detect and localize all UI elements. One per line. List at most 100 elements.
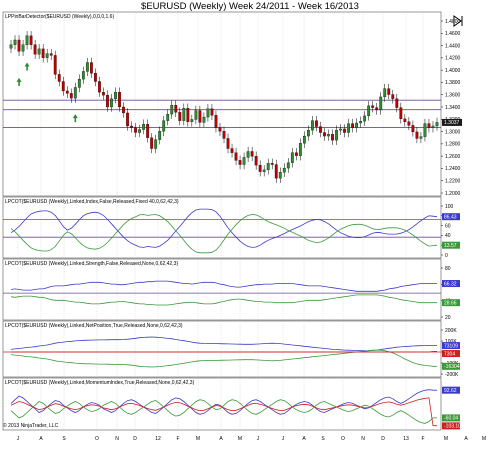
candle-down: [65, 90, 69, 94]
y-tick-label: 1.2400: [445, 166, 461, 172]
x-axis-label: M: [196, 436, 200, 442]
candle-up: [246, 151, 250, 158]
candle-up: [25, 35, 29, 45]
candle-down: [387, 88, 391, 95]
pinbar-arrow-up-icon: [24, 62, 30, 71]
y-tick-label: 1.2200: [445, 179, 461, 185]
x-axis-label: M: [482, 436, 486, 442]
candle-down: [226, 138, 230, 149]
panel-title: LPCOT($EURUSD (Weekly),Linked,Index,Fals…: [5, 199, 179, 205]
chart-title: $EURUSD (Weekly) Week 24/2011 - Week 16/…: [141, 1, 359, 12]
candle-down: [98, 81, 101, 93]
series-value-marker: [442, 342, 460, 350]
candle-up: [182, 108, 186, 121]
candle-down: [319, 126, 322, 133]
y-tick-label: 1.4600: [445, 31, 461, 37]
series-value-marker: [442, 414, 460, 422]
y-tick-label: 1.2800: [445, 142, 461, 148]
candle-down: [29, 35, 33, 45]
candle-down: [118, 92, 121, 108]
x-axis-label: A: [39, 436, 43, 442]
candle-up: [327, 134, 330, 137]
candle-up: [419, 136, 423, 139]
candle-up: [339, 128, 342, 131]
candle-down: [391, 94, 395, 99]
candle-down: [102, 92, 105, 96]
candle-up: [335, 129, 338, 141]
candle-up: [21, 44, 25, 52]
y-tick-label: 1.3000: [445, 129, 461, 135]
candle-up: [9, 44, 13, 49]
series-line-red: [10, 397, 437, 427]
candle-up: [302, 135, 306, 144]
candle-up: [379, 96, 383, 111]
candle-up: [170, 105, 174, 115]
x-axis-label: D: [381, 436, 385, 442]
x-axis-label: O: [341, 436, 345, 442]
panel-3: LPCOT($EURUSD (Weekly),Linked,Strength,F…: [2, 258, 460, 321]
series-line-green: [10, 349, 437, 368]
candle-down: [315, 120, 318, 127]
candle-up: [359, 121, 363, 124]
y-tick-label: 60: [445, 223, 451, 229]
last-price-marker: [442, 118, 462, 126]
candle-down: [407, 121, 411, 126]
x-axis-label: D: [133, 436, 137, 442]
candle-up: [110, 98, 113, 108]
candle-down: [411, 125, 415, 133]
candle-down: [218, 127, 222, 132]
candle-down: [130, 125, 133, 128]
series-line-blue: [10, 389, 437, 415]
candle-up: [363, 115, 367, 122]
x-axis-label: N: [115, 436, 119, 442]
candle-down: [106, 94, 109, 108]
series-line-green: [10, 399, 437, 424]
collapse-panel-icon[interactable]: [451, 14, 464, 28]
series-value-marker: [442, 280, 460, 288]
candle-down: [122, 106, 125, 114]
pinbar-arrow-up-icon: [16, 77, 22, 86]
candle-down: [94, 73, 97, 82]
candle-down: [274, 164, 278, 179]
candle-down: [178, 112, 182, 121]
series-line-green: [10, 214, 438, 254]
panel-title: LPPinBarDetector($EURUSD (Weekly),0,0,0,…: [5, 14, 114, 20]
series-value-label: 73109: [444, 343, 458, 349]
candle-down: [17, 39, 21, 52]
x-axis-label: J: [282, 436, 285, 442]
candle-up: [190, 119, 194, 122]
candle-down: [126, 112, 129, 127]
candle-up: [81, 71, 85, 80]
candle-up: [431, 125, 435, 128]
series-value-marker: [442, 241, 460, 249]
candle-up: [286, 162, 290, 169]
candle-down: [53, 55, 57, 75]
series-value-label: 7304: [444, 351, 455, 357]
series-value-label: 92.62: [444, 388, 457, 394]
candle-up: [423, 123, 427, 137]
candle-down: [33, 44, 37, 55]
candle-up: [306, 129, 310, 137]
x-axis-label: F: [421, 436, 424, 442]
candle-down: [395, 98, 399, 108]
candle-up: [266, 163, 270, 171]
candle-up: [158, 131, 162, 140]
candle-down: [403, 118, 407, 122]
candle-up: [311, 120, 314, 131]
series-value-marker: [442, 213, 460, 221]
candle-down: [399, 107, 403, 120]
series-value-label: 66.32: [444, 281, 457, 287]
candle-down: [150, 137, 154, 149]
x-axis-label: 12: [155, 436, 161, 442]
series-value-marker: [442, 350, 460, 358]
candle-down: [69, 93, 73, 99]
y-tick-label: 1.4200: [445, 56, 461, 62]
x-axis-label: F: [176, 436, 179, 442]
series-value-label: 28.66: [444, 300, 457, 306]
candle-up: [194, 110, 198, 120]
x-axis-label: M: [444, 436, 448, 442]
candle-down: [49, 53, 53, 56]
x-axis-label: S: [62, 436, 66, 442]
candle-down: [146, 124, 150, 138]
y-tick-label: 1.2000: [445, 191, 461, 197]
